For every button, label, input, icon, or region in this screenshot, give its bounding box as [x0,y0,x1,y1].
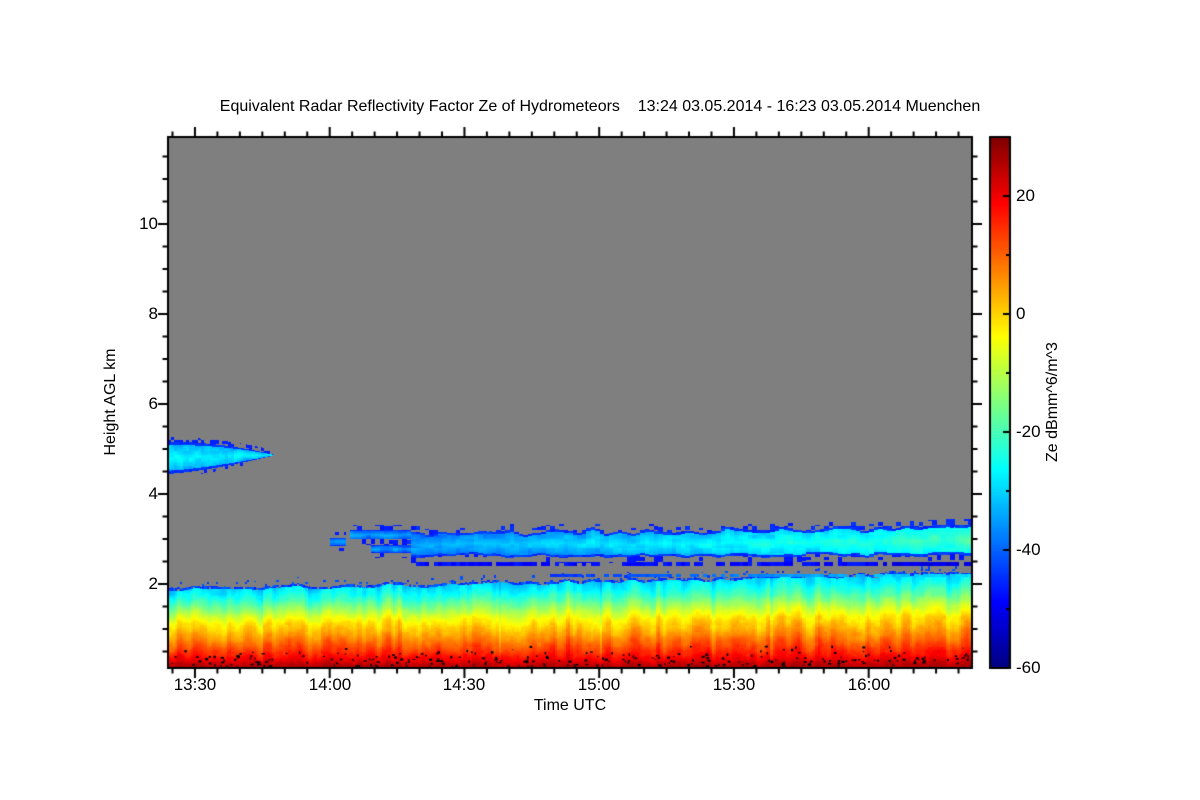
y-tick-4: 4 [148,484,158,503]
y-tick-8: 8 [148,304,158,323]
cb-tick-m40: -40 [1016,540,1041,559]
y-tick-10: 10 [139,214,158,233]
cb-tick-20: 20 [1016,186,1035,205]
y-tick-6: 6 [148,394,158,413]
x-tick-1600: 16:00 [847,675,891,694]
x-tick-1500: 15:00 [577,675,621,694]
cb-tick-m20: -20 [1016,422,1041,441]
x-axis-label: Time UTC [533,697,607,714]
x-tick-1400: 14:00 [308,675,352,694]
cb-tick-m60: -60 [1016,658,1041,677]
chart-title: Equivalent Radar Reflectivity Factor Ze … [219,98,981,115]
x-tick-1530: 15:30 [712,675,756,694]
y-tick-2: 2 [148,574,158,593]
cb-tick-0: 0 [1016,304,1026,323]
colorbar-label: Ze dBmm^6/m^3 [1044,342,1061,462]
x-tick-1330: 13:30 [173,675,217,694]
y-axis-label: Height AGL km [102,348,119,456]
x-tick-1430: 14:30 [442,675,486,694]
